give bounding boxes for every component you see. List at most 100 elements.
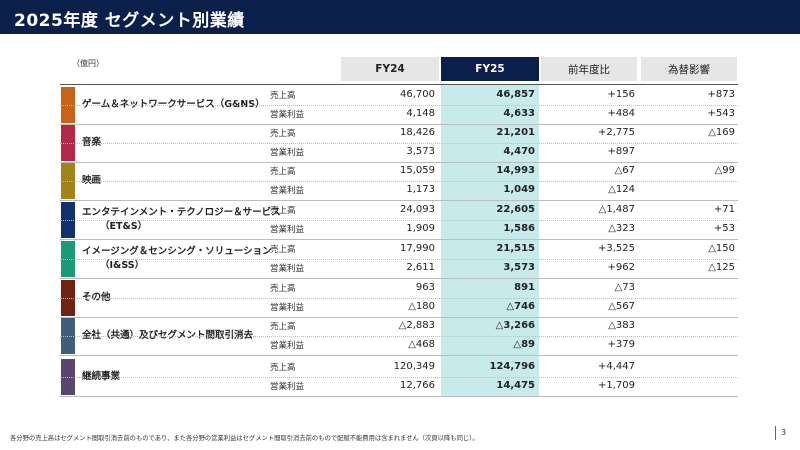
metric-label: 売上高 (270, 91, 296, 101)
metric-label: 営業利益 (270, 186, 305, 196)
metric-label: 売上高 (270, 245, 296, 255)
header-yoy: 前年度比 (541, 57, 637, 81)
fy25-value: 21,201 (496, 127, 535, 138)
fy25-value: 14,993 (496, 165, 535, 176)
row-divider (60, 143, 738, 144)
row-divider (60, 220, 738, 221)
yoy-change: +897 (607, 146, 635, 157)
fy25-value: 4,470 (503, 146, 535, 157)
segment-name-line: 映画 (82, 175, 102, 186)
sales-row: 売上高 18,426 21,201 +2,775 △169 (60, 124, 738, 143)
segment-name: 全社（共通）及びセグメント間取引消去 (82, 317, 322, 355)
segment-block: イメージング＆センシング・ソリューション （I&SS） 売上高 17,990 21,51… (60, 240, 738, 278)
segment-name: 音楽 (82, 124, 322, 162)
fy25-value: 124,796 (489, 361, 535, 372)
fy24-value: 46,700 (400, 89, 435, 100)
fy25-value: 1,049 (503, 184, 535, 195)
fy24-value: △2,883 (398, 320, 435, 331)
fy25-value: 46,857 (496, 89, 535, 100)
row-divider (60, 377, 738, 378)
fy24-value: 18,426 (400, 127, 435, 138)
metric-label: 売上高 (270, 129, 296, 139)
yoy-change: +1,709 (597, 380, 635, 391)
metric-label: 営業利益 (270, 382, 305, 392)
row-divider (60, 396, 738, 397)
metric-label: 売上高 (270, 284, 296, 294)
yoy-change: +4,447 (597, 361, 635, 372)
yoy-change: +484 (607, 108, 635, 119)
segment-name-line: 音楽 (82, 137, 102, 148)
yoy-change: △323 (608, 223, 635, 234)
fy24-value: 3,573 (406, 146, 435, 157)
operating-income-row: 営業利益 4,148 4,633 +484 +543 (60, 105, 738, 124)
metric-label: 売上高 (270, 206, 296, 216)
fx-impact: +71 (713, 204, 735, 215)
sales-row: 売上高 17,990 21,515 +3,525 △150 (60, 240, 738, 259)
row-divider (60, 278, 738, 279)
metric-label: 売上高 (270, 167, 296, 177)
fy25-value: 21,515 (496, 243, 535, 254)
fy25-value: △3,266 (495, 320, 535, 331)
fy24-value: 4,148 (406, 108, 435, 119)
fy24-value: 12,766 (400, 380, 435, 391)
title-bar: 2025年度 セグメント別業績 (0, 0, 800, 34)
metric-label: 売上高 (270, 322, 296, 332)
yoy-change: +379 (607, 339, 635, 350)
segment-block: 音楽 売上高 18,426 21,201 +2,775 △169 営業利益 3,573 4,47… (60, 124, 738, 162)
fy25-value: 1,586 (503, 223, 535, 234)
sales-row: 売上高 120,349 124,796 +4,447 (60, 358, 738, 377)
operating-income-row: 営業利益 2,611 3,573 +962 △125 (60, 259, 738, 278)
row-divider (60, 259, 738, 260)
operating-income-row: 営業利益 1,173 1,049 △124 (60, 181, 738, 200)
operating-income-row: 営業利益 12,766 14,475 +1,709 (60, 377, 738, 396)
fy25-value: △89 (513, 339, 535, 350)
yoy-change: △124 (608, 184, 635, 195)
segment-name: ゲーム＆ネットワークサービス（G&NS） (82, 86, 322, 124)
fy24-value: 963 (415, 282, 435, 293)
segment-name-line: その他 (82, 292, 111, 303)
fx-impact: △99 (714, 165, 735, 176)
segment-name: 映画 (82, 162, 322, 200)
yoy-change: △567 (608, 301, 635, 312)
row-divider (60, 84, 738, 85)
fy24-value: △468 (408, 339, 435, 350)
yoy-change: +962 (607, 262, 635, 273)
segment-name: 継続事業 (82, 358, 322, 396)
fy25-highlight-column (441, 85, 539, 397)
segment-name-subline: （I&SS） (100, 260, 145, 271)
footnote: 各分野の売上高はセグメント間取引消去前のものであり、また各分野の営業利益はセグメ… (10, 435, 479, 442)
fy24-value: 1,909 (406, 223, 435, 234)
header-fy24: FY24 (341, 57, 439, 81)
metric-label: 営業利益 (270, 148, 305, 158)
metric-label: 売上高 (270, 363, 296, 373)
fy25-value: 3,573 (503, 262, 535, 273)
yoy-change: △73 (614, 282, 635, 293)
row-divider (60, 200, 738, 201)
metric-label: 営業利益 (270, 225, 305, 235)
fy24-value: 15,059 (400, 165, 435, 176)
segment-block: 継続事業 売上高 120,349 124,796 +4,447 営業利益 12,766 14,… (60, 358, 738, 396)
fx-impact: +873 (707, 89, 735, 100)
fy25-value: △746 (506, 301, 535, 312)
row-divider (60, 239, 738, 240)
fx-impact: +543 (707, 108, 735, 119)
row-divider (60, 124, 738, 125)
page-number: 3 (781, 428, 787, 437)
sales-row: 売上高 963 891 △73 (60, 279, 738, 298)
yoy-change: +3,525 (597, 243, 635, 254)
metric-label: 営業利益 (270, 110, 305, 120)
fy25-value: 4,633 (503, 108, 535, 119)
fx-impact: △125 (708, 262, 735, 273)
fx-impact: +53 (713, 223, 735, 234)
fy25-value: 22,605 (496, 204, 535, 215)
metric-label: 営業利益 (270, 341, 305, 351)
fy25-value: 14,475 (496, 380, 535, 391)
fy25-value: 891 (514, 282, 535, 293)
segment-block: ゲーム＆ネットワークサービス（G&NS） 売上高 46,700 46,857 +156 +… (60, 86, 738, 124)
yoy-change: △1,487 (598, 204, 635, 215)
segment-name-line: ゲーム＆ネットワークサービス（G&NS） (82, 99, 265, 110)
segment-name-line: 継続事業 (82, 371, 121, 382)
segment-block: エンタテインメント・テクノロジー＆サービス （ET&S） 売上高 24,093 22,6… (60, 201, 738, 239)
segment-name-line: エンタテインメント・テクノロジー＆サービス (82, 207, 281, 218)
operating-income-row: 営業利益 △180 △746 △567 (60, 298, 738, 317)
